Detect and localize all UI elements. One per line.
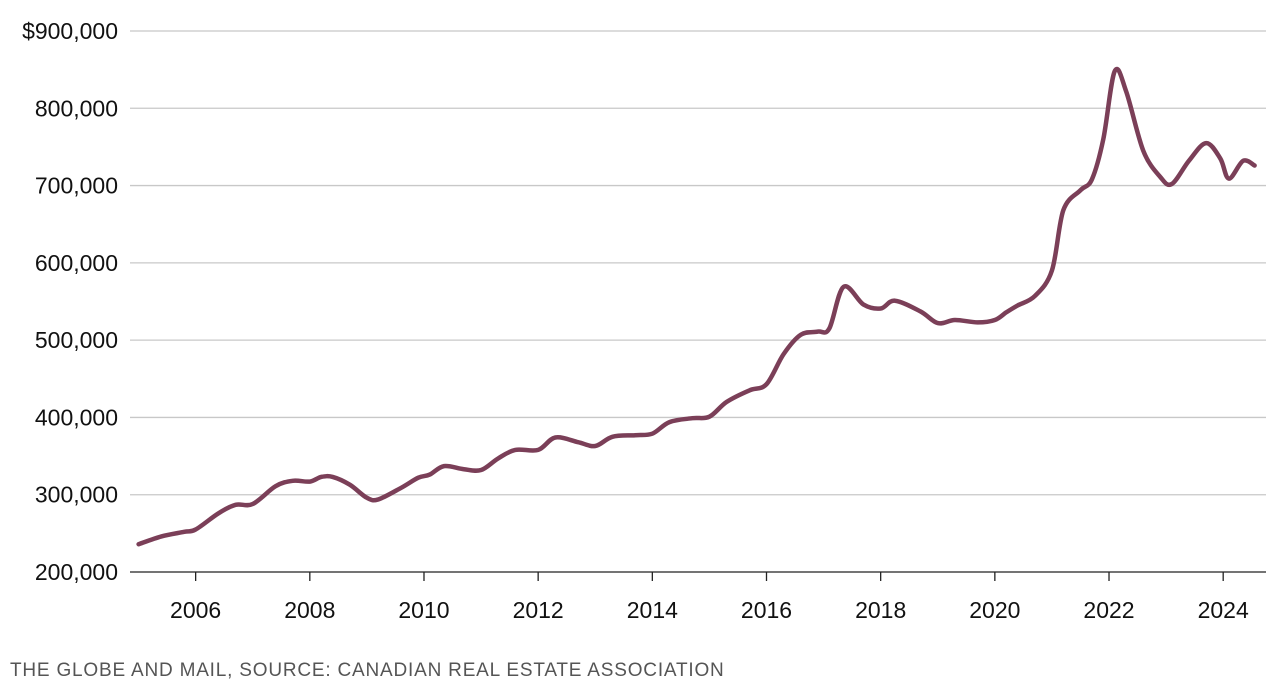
y-tick-label: 500,000: [35, 327, 118, 353]
y-tick-label: $900,000: [22, 18, 118, 44]
x-tick-label: 2008: [284, 597, 335, 623]
x-tick-label: 2012: [513, 597, 564, 623]
x-tick-label: 2006: [170, 597, 221, 623]
series-layer: [136, 66, 1257, 547]
y-tick-label: 800,000: [35, 95, 118, 121]
y-tick-label: 400,000: [35, 404, 118, 430]
x-tick-label: 2010: [398, 597, 449, 623]
x-tick-label: 2016: [741, 597, 792, 623]
y-tick-label: 200,000: [35, 559, 118, 585]
x-axis: 2006 2008 2010 2012 2014 2016 2018 2020 2022 2024: [130, 571, 1266, 623]
x-tick-label: 2014: [627, 597, 678, 623]
x-tick-label: 2022: [1083, 597, 1134, 623]
gridlines: [130, 30, 1266, 496]
y-tick-label: 700,000: [35, 173, 118, 199]
series-line-0: [136, 66, 1257, 547]
x-tick-label: 2020: [969, 597, 1020, 623]
y-tick-label: 300,000: [35, 482, 118, 508]
y-tick-label: 600,000: [35, 250, 118, 276]
x-tick-label: 2024: [1198, 597, 1249, 623]
source-credit: THE GLOBE AND MAIL, SOURCE: CANADIAN REA…: [10, 660, 725, 681]
x-tick-label: 2018: [855, 597, 906, 623]
y-axis-labels: 200,000 300,000 400,000 500,000 600,000 700,0…: [22, 18, 118, 585]
